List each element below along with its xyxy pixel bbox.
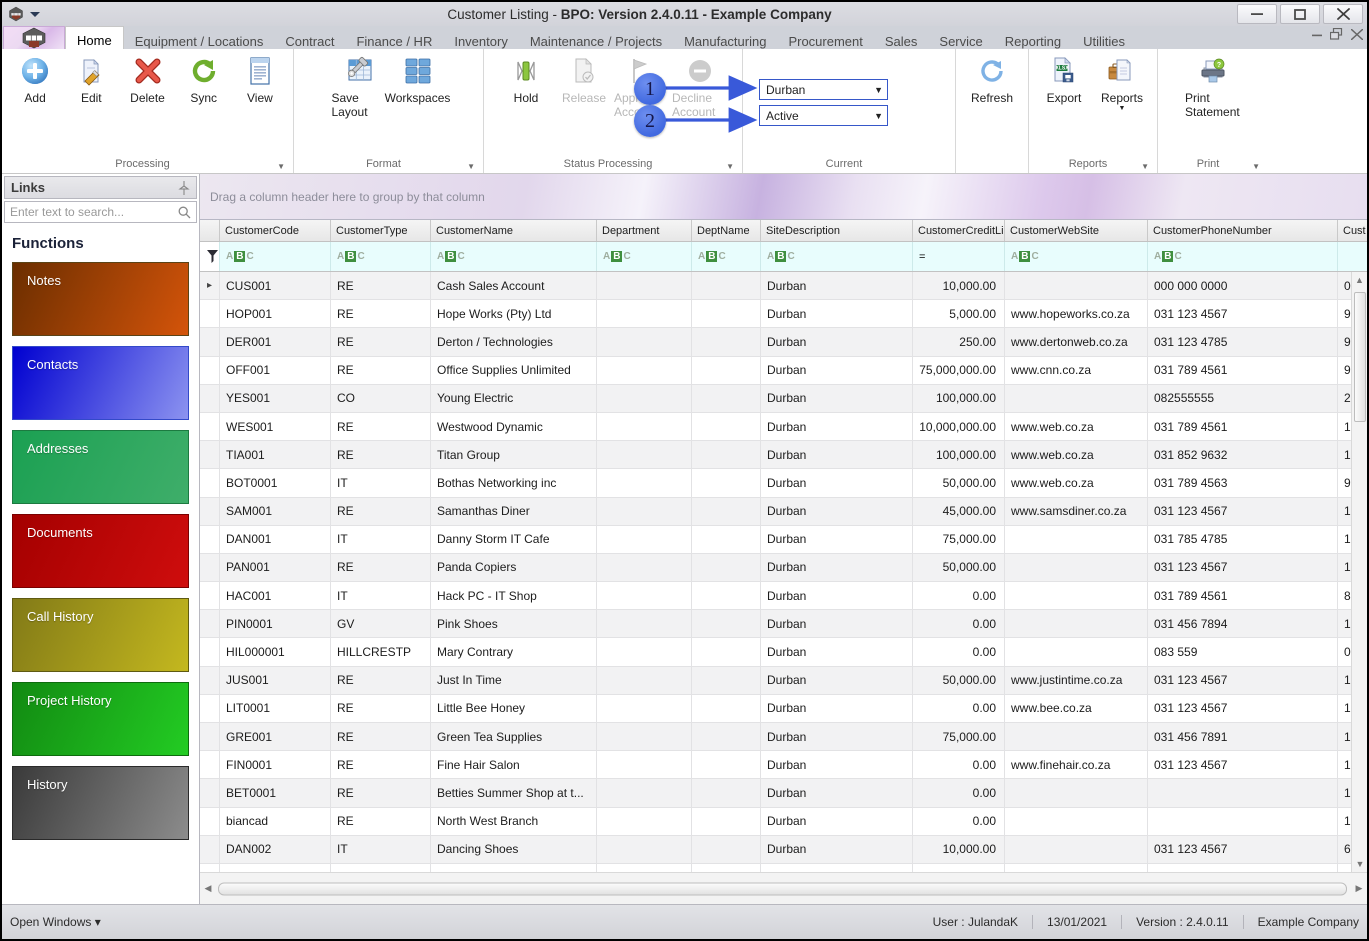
svg-text:XLSX: XLSX <box>1055 66 1069 72</box>
svg-text:?: ? <box>1217 62 1221 69</box>
